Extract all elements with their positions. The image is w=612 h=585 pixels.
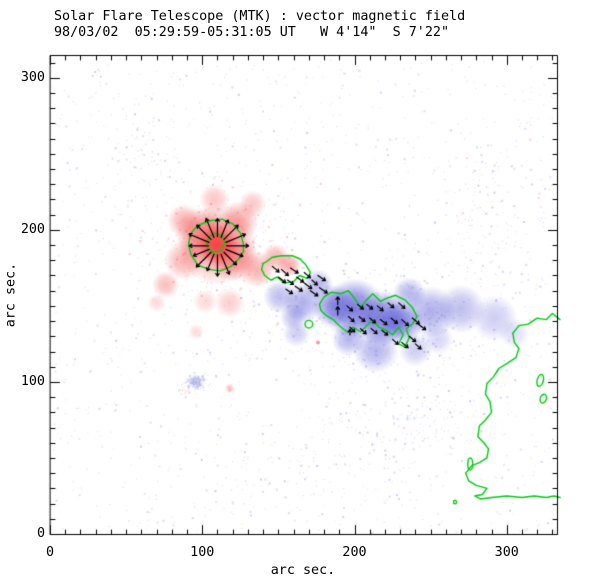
y-tick-label: 0 [36, 526, 45, 541]
x-axis-label: arc sec. [270, 563, 336, 578]
y-tick-label: 100 [20, 373, 45, 389]
plot-subtitle: 98/03/02 05:29:59-05:31:05 UT W 4'14" S … [54, 25, 450, 40]
x-tick-label: 200 [342, 545, 367, 560]
y-tick-label: 300 [20, 69, 45, 85]
x-tick-label: 0 [45, 545, 55, 560]
plot-title: Solar Flare Telescope (MTK) : vector mag… [54, 9, 466, 24]
y-axis-label: arc sec. [3, 262, 19, 328]
x-tick-label: 100 [190, 545, 215, 560]
x-tick-label: 300 [494, 545, 519, 560]
y-tick-label: 200 [20, 221, 45, 237]
